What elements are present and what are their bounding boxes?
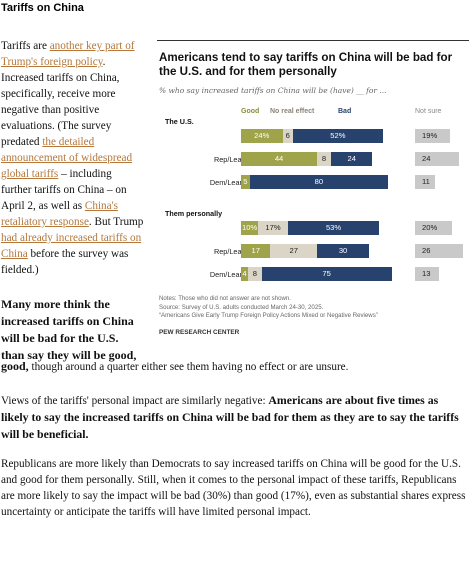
intro-text-5: before the survey was fielded.) xyxy=(1,248,129,276)
partisan-paragraph: Republicans are more likely than Democra… xyxy=(1,458,466,518)
brand-label: PEW RESEARCH CENTER xyxy=(159,329,240,336)
bar-no-real-effect: 8 xyxy=(317,152,331,166)
link-increased-tariffs[interactable]: had already increased tariffs on China xyxy=(1,232,142,260)
legend-not-sure: Not sure xyxy=(415,108,442,115)
bar-bad: 53% xyxy=(287,221,380,235)
legend-good: Good xyxy=(241,108,260,115)
row-label: Rep/Lean Rep xyxy=(213,155,261,164)
bar-good: 17 xyxy=(241,244,271,258)
bar-bad: 75 xyxy=(261,267,392,281)
legend-bad: Bad xyxy=(338,108,352,115)
bar-no-real-effect: 6 xyxy=(282,129,293,143)
bar-bad: 30 xyxy=(317,244,369,258)
lead-sentence: Many more think the increased tariffs on… xyxy=(1,297,137,362)
report-line: “Americans Give Early Trump Foreign Poli… xyxy=(159,312,378,319)
row-label: Rep/Lean Rep xyxy=(213,247,261,256)
tariffs-chart: Americans tend to say tariffs on China w… xyxy=(157,40,469,340)
intro-paragraph: Tariffs are another key part of Trump's … xyxy=(1,38,144,278)
bar-bad: 52% xyxy=(292,129,383,143)
bar-no-real-effect: 27 xyxy=(270,244,318,258)
bar-no-real-effect: 8 xyxy=(247,267,262,281)
bar-good: 4 xyxy=(241,267,248,281)
source-line: Source: Survey of U.S. adults conducted … xyxy=(159,303,324,311)
link-foreign-policy[interactable]: another key part of Trump's foreign poli… xyxy=(1,40,135,68)
lead-sentence-rest: good, though around a quarter either see… xyxy=(1,359,349,373)
bar-good: 5 xyxy=(241,175,250,189)
personal-impact-paragraph: Views of the tariffs' personal impact ar… xyxy=(1,392,468,443)
bar-bad: 80 xyxy=(249,175,389,189)
personal-impact-bold: Americans are about five times as likely… xyxy=(1,393,459,441)
group-label: The U.S. xyxy=(165,117,194,126)
intro-text-3: – including further tariffs on China – o… xyxy=(1,168,127,212)
bar-not-sure: 24 xyxy=(415,152,460,166)
note-line: Notes: Those who did not answer are not … xyxy=(159,295,291,302)
section-heading: Tariffs on China xyxy=(1,2,84,14)
bar-good: 24% xyxy=(241,129,283,143)
bar-good: 44 xyxy=(241,152,318,166)
personal-impact-text: Views of the tariffs' personal impact ar… xyxy=(1,395,269,407)
lead-rest-text: though around a quarter either see them … xyxy=(28,361,349,373)
bar-not-sure: 13 xyxy=(415,267,440,281)
chart-notes: Notes: Those who did not answer are not … xyxy=(159,295,378,321)
bar-not-sure: 19% xyxy=(415,129,451,143)
legend-no-real-effect: No real effect xyxy=(270,108,315,115)
row-label: Dem/Lean Dem xyxy=(209,270,261,279)
bar-not-sure: 20% xyxy=(415,221,452,235)
bar-not-sure: 26 xyxy=(415,244,464,258)
link-global-tariffs[interactable]: the detailed announcement of widespread … xyxy=(1,136,133,180)
chart-title: Americans tend to say tariffs on China w… xyxy=(159,51,453,78)
bar-good: 10% xyxy=(241,221,259,235)
link-china-retaliation[interactable]: China's retaliatory response xyxy=(1,200,118,228)
bar-not-sure: 11 xyxy=(415,175,436,189)
intro-text-2: . Increased tariffs on China, specifical… xyxy=(1,56,120,148)
intro-text-1: Tariffs are xyxy=(1,40,50,52)
chart-subtitle: % who say increased tariffs on China wil… xyxy=(159,86,387,95)
bar-no-real-effect: 17% xyxy=(258,221,288,235)
group-label: Them personally xyxy=(165,209,223,218)
bar-bad: 24 xyxy=(330,152,373,166)
intro-text-4: . But Trump xyxy=(88,216,144,228)
row-label: Dem/Lean Dem xyxy=(209,178,261,187)
